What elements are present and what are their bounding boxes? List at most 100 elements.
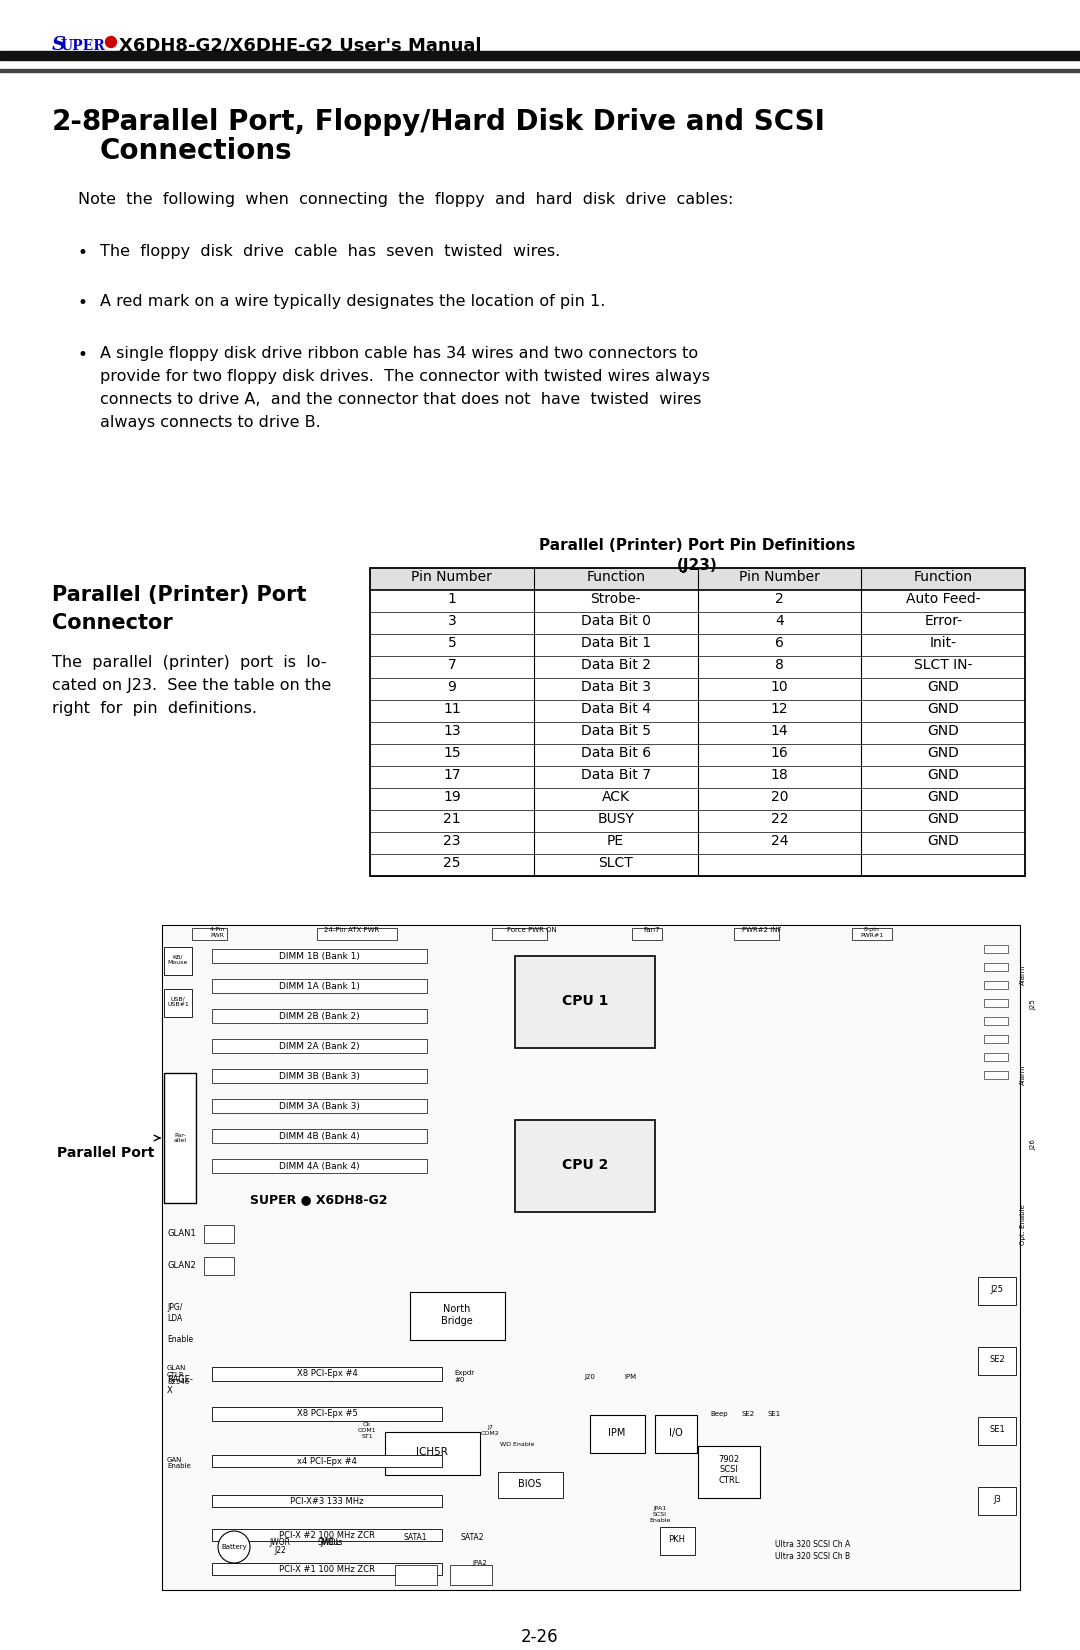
Bar (212, 1099, 427, 1114)
Text: (J23): (J23) (677, 558, 718, 573)
Text: Function: Function (586, 569, 645, 584)
Text: SATA2: SATA2 (460, 1533, 484, 1543)
Text: GLAN2: GLAN2 (167, 1261, 195, 1269)
Text: Data Bit 2: Data Bit 2 (581, 658, 650, 672)
Circle shape (106, 36, 117, 48)
Text: SE2: SE2 (742, 1411, 755, 1417)
Text: 14: 14 (770, 724, 788, 738)
Bar (852, 927, 892, 940)
Text: RAGE-
X: RAGE- X (167, 1376, 193, 1394)
Text: Data Bit 5: Data Bit 5 (581, 724, 650, 738)
Text: Data Bit 7: Data Bit 7 (581, 767, 650, 782)
Text: Error-: Error- (924, 614, 962, 629)
Text: SLCT: SLCT (598, 856, 633, 870)
Text: x4 PCI-Epx #4: x4 PCI-Epx #4 (297, 1457, 356, 1465)
Bar (660, 1526, 696, 1554)
Bar (204, 1257, 234, 1275)
Text: GND: GND (928, 833, 959, 848)
Bar (734, 927, 779, 940)
Text: I/O: I/O (670, 1427, 683, 1439)
Text: 4: 4 (775, 614, 784, 629)
Text: Battery: Battery (221, 1544, 247, 1549)
Text: PCI-X#3 133 MHz: PCI-X#3 133 MHz (291, 1497, 364, 1505)
Text: CPU 2: CPU 2 (562, 1158, 608, 1172)
Text: Alarm: Alarm (1020, 1064, 1026, 1086)
Text: DIMM 3B (Bank 3): DIMM 3B (Bank 3) (279, 1071, 360, 1081)
Text: SMBus: SMBus (318, 1538, 342, 1548)
Text: always connects to drive B.: always connects to drive B. (100, 416, 321, 431)
Text: Data Bit 6: Data Bit 6 (581, 746, 650, 761)
Bar (212, 1158, 427, 1173)
Text: 13: 13 (443, 724, 461, 738)
Bar (212, 1563, 442, 1576)
Bar (212, 978, 427, 993)
Bar (0, 69, 1080, 73)
Text: S: S (52, 36, 66, 54)
Text: DIMM 4A (Bank 4): DIMM 4A (Bank 4) (279, 1162, 360, 1170)
Text: X8 PCI-Epx #5: X8 PCI-Epx #5 (297, 1409, 357, 1419)
Text: Pin Number: Pin Number (411, 569, 492, 584)
Bar (492, 927, 546, 940)
Text: 10: 10 (770, 680, 788, 695)
Text: 24: 24 (771, 833, 788, 848)
Text: 8: 8 (775, 658, 784, 672)
Text: Expdr
#0: Expdr #0 (454, 1371, 474, 1383)
Text: Data Bit 1: Data Bit 1 (581, 635, 650, 650)
Text: 7902
SCSI
CTRL: 7902 SCSI CTRL (718, 1455, 740, 1485)
Text: Strobe-: Strobe- (591, 592, 640, 606)
Text: A single floppy disk drive ribbon cable has 34 wires and two connectors to: A single floppy disk drive ribbon cable … (100, 346, 698, 361)
Text: PE: PE (607, 833, 624, 848)
Text: The  floppy  disk  drive  cable  has  seven  twisted  wires.: The floppy disk drive cable has seven tw… (100, 244, 561, 259)
Text: SE2: SE2 (989, 1356, 1004, 1365)
Text: Force PWR ON: Force PWR ON (508, 927, 557, 932)
Bar (984, 1071, 1008, 1079)
Text: Data Bit 0: Data Bit 0 (581, 614, 650, 629)
Bar (410, 1292, 505, 1340)
Text: J3: J3 (994, 1495, 1001, 1505)
Text: cated on J23.  See the table on the: cated on J23. See the table on the (52, 678, 332, 693)
Text: 25: 25 (443, 856, 461, 870)
Bar (978, 1277, 1016, 1305)
Text: Connections: Connections (100, 137, 293, 165)
Text: GND: GND (928, 701, 959, 716)
Text: •: • (78, 294, 87, 312)
Text: 19: 19 (443, 790, 461, 804)
Bar (212, 1495, 442, 1506)
Bar (698, 1445, 760, 1498)
Text: DIMM 2A (Bank 2): DIMM 2A (Bank 2) (279, 1041, 360, 1051)
Text: 21: 21 (443, 812, 461, 827)
Bar (164, 988, 192, 1016)
Text: 2: 2 (775, 592, 784, 606)
Text: WD Enable: WD Enable (500, 1442, 535, 1447)
Text: X6DH8-G2/X6DHE-G2 User's Manual: X6DH8-G2/X6DHE-G2 User's Manual (119, 36, 482, 54)
Text: GND: GND (928, 724, 959, 738)
Bar (192, 927, 227, 940)
Text: 20: 20 (771, 790, 788, 804)
Text: SE1: SE1 (768, 1411, 781, 1417)
Bar (978, 1346, 1016, 1374)
Text: 6: 6 (775, 635, 784, 650)
Text: JPG/
LDA: JPG/ LDA (167, 1304, 183, 1323)
Circle shape (218, 1531, 249, 1563)
Bar (164, 1072, 195, 1203)
Bar (212, 949, 427, 964)
Text: Ultra 320 SCSI Ch A: Ultra 320 SCSI Ch A (775, 1539, 850, 1549)
Text: 7: 7 (447, 658, 456, 672)
Text: •: • (78, 244, 87, 262)
Text: DIMM 1B (Bank 1): DIMM 1B (Bank 1) (279, 952, 360, 960)
Bar (0, 51, 1080, 59)
Text: Parallel (Printer) Port Pin Definitions: Parallel (Printer) Port Pin Definitions (539, 538, 855, 553)
Bar (370, 568, 1025, 876)
Text: Pin Number: Pin Number (739, 569, 820, 584)
Text: provide for two floppy disk drives.  The connector with twisted wires always: provide for two floppy disk drives. The … (100, 370, 710, 384)
Text: KB/
Mouse: KB/ Mouse (167, 955, 188, 965)
Text: JWOR: JWOR (270, 1538, 291, 1548)
Text: connects to drive A,  and the connector that does not  have  twisted  wires: connects to drive A, and the connector t… (100, 393, 701, 408)
Text: GLAN
CTLR
82546: GLAN CTLR 82546 (167, 1365, 189, 1384)
Bar (515, 955, 654, 1048)
Bar (318, 927, 397, 940)
Text: JWDL: JWDL (320, 1538, 340, 1548)
Bar (984, 1053, 1008, 1061)
Bar (984, 1035, 1008, 1043)
Text: Opt. Enable: Opt. Enable (1020, 1204, 1026, 1246)
